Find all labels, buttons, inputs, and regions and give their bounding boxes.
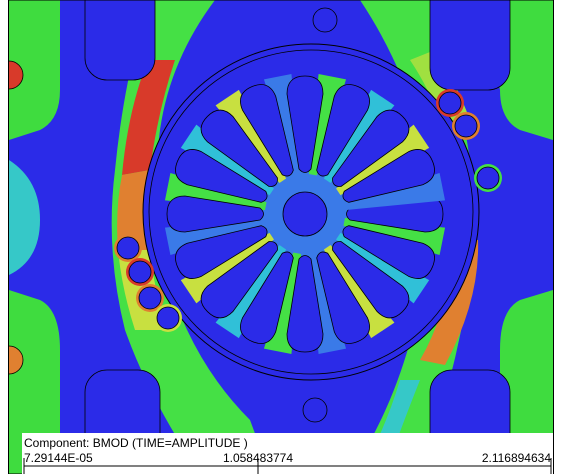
hole (313, 8, 337, 32)
contour-plot (0, 0, 553, 474)
legend-max: 2.116894634 (482, 451, 552, 465)
hole (303, 398, 327, 422)
legend-min: 7.29144E-05 (24, 451, 93, 465)
magnet (139, 287, 161, 309)
shaft (283, 192, 327, 236)
magnet (477, 167, 499, 189)
pocket (85, 0, 155, 80)
magnet (129, 261, 151, 283)
page: {"legend": {"title": "Component: BMOD (T… (0, 0, 561, 474)
magnet (439, 92, 461, 114)
result-view: Component: BMOD (TIME=AMPLITUDE ) 7.2914… (0, 0, 561, 474)
magnet (157, 307, 179, 329)
legend-title: Component: BMOD (TIME=AMPLITUDE ) (24, 436, 248, 450)
magnet (117, 237, 139, 259)
pocket (430, 0, 510, 90)
magnet (455, 115, 477, 137)
